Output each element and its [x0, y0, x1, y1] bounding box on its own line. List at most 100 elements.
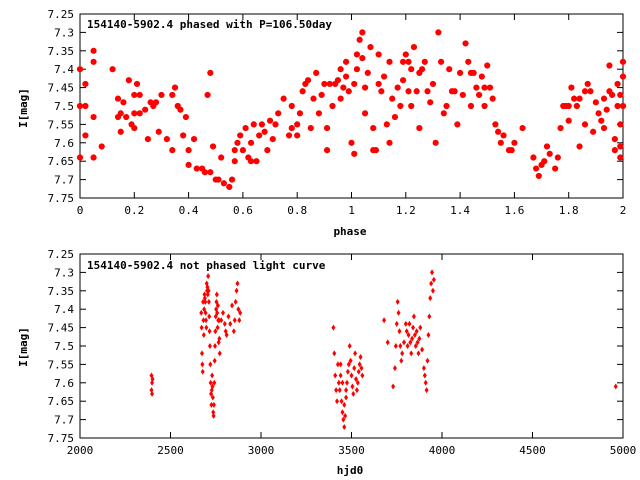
data-point	[200, 361, 205, 368]
data-point	[356, 36, 363, 43]
data-point	[337, 95, 344, 102]
data-point	[253, 158, 260, 165]
data-point	[611, 147, 618, 154]
data-point	[109, 66, 116, 73]
phased-light-curve-panel: 7.257.37.357.47.457.57.557.67.657.77.75 …	[17, 8, 626, 238]
data-point	[213, 343, 218, 349]
data-point	[211, 409, 216, 416]
data-point	[427, 99, 434, 106]
data-point	[407, 320, 412, 327]
data-point	[340, 379, 345, 386]
data-point	[435, 29, 442, 36]
data-point	[429, 80, 437, 88]
data-point	[142, 106, 149, 113]
y-tick-label: 7.45	[48, 82, 75, 95]
data-point	[201, 331, 206, 338]
data-point	[429, 280, 434, 287]
data-point	[217, 317, 222, 324]
data-point	[326, 80, 333, 88]
data-point	[465, 58, 472, 65]
data-point	[228, 176, 236, 183]
data-point	[333, 372, 338, 379]
data-point	[238, 309, 243, 316]
data-point	[484, 62, 491, 69]
data-point	[207, 169, 214, 176]
data-point	[500, 132, 507, 139]
data-point	[511, 139, 518, 146]
x-tick-label: 0.6	[233, 204, 253, 217]
data-point	[233, 298, 238, 305]
data-point	[391, 113, 399, 121]
data-point	[336, 379, 341, 386]
data-points	[149, 269, 618, 430]
x-tick-label: 1	[348, 204, 355, 217]
x-tick-label: 1.6	[504, 204, 524, 217]
data-point	[220, 309, 225, 316]
data-point	[361, 110, 369, 117]
data-point	[296, 110, 304, 117]
data-point	[389, 95, 396, 102]
data-point	[169, 147, 176, 154]
data-point	[614, 80, 621, 88]
data-point	[204, 324, 209, 331]
data-point	[568, 84, 575, 91]
data-point	[508, 147, 515, 154]
data-point	[340, 409, 345, 416]
data-point	[425, 357, 430, 364]
y-tick-label: 7.55	[48, 118, 75, 131]
data-point	[212, 379, 217, 386]
data-point	[340, 84, 347, 91]
data-point	[201, 298, 206, 305]
x-tick-label: 2000	[67, 444, 94, 457]
x-tick-label: 1.4	[450, 204, 470, 217]
data-point	[207, 69, 214, 76]
y-tick-label: 7.5	[54, 100, 74, 113]
data-point	[352, 365, 357, 372]
data-point	[361, 84, 369, 91]
data-point	[230, 302, 235, 309]
data-point	[408, 102, 415, 110]
data-point	[158, 91, 165, 99]
data-point	[353, 350, 358, 357]
data-point	[342, 58, 350, 65]
data-point	[247, 139, 255, 146]
data-point	[403, 320, 408, 327]
data-point	[424, 387, 429, 394]
data-point	[399, 77, 407, 84]
data-point	[76, 66, 84, 73]
data-point	[426, 331, 431, 338]
data-point	[207, 343, 212, 349]
data-point	[215, 176, 222, 183]
data-point	[82, 80, 89, 88]
data-point	[269, 136, 276, 143]
data-point	[571, 95, 578, 102]
data-point	[423, 379, 428, 386]
data-point	[275, 110, 282, 117]
x-tick-label: 4000	[429, 444, 456, 457]
data-point	[136, 110, 143, 117]
data-point	[398, 343, 403, 349]
data-point	[530, 154, 537, 161]
data-point	[335, 361, 340, 368]
data-point	[619, 73, 627, 80]
data-point	[114, 95, 122, 102]
data-point	[203, 317, 208, 324]
data-point	[576, 143, 583, 150]
data-point	[402, 51, 409, 58]
data-point	[190, 136, 198, 143]
data-point	[405, 88, 412, 95]
data-point	[546, 150, 553, 157]
data-point	[552, 165, 559, 172]
x-tick-label: 3500	[338, 444, 365, 457]
data-point	[408, 339, 413, 346]
data-point	[206, 273, 211, 280]
data-point	[280, 95, 287, 102]
data-point	[617, 121, 624, 128]
data-point	[337, 387, 342, 394]
data-point	[378, 88, 385, 95]
data-point	[207, 313, 212, 320]
data-point	[213, 328, 218, 335]
data-point	[392, 365, 397, 372]
data-point	[609, 91, 616, 99]
data-point	[451, 88, 458, 95]
